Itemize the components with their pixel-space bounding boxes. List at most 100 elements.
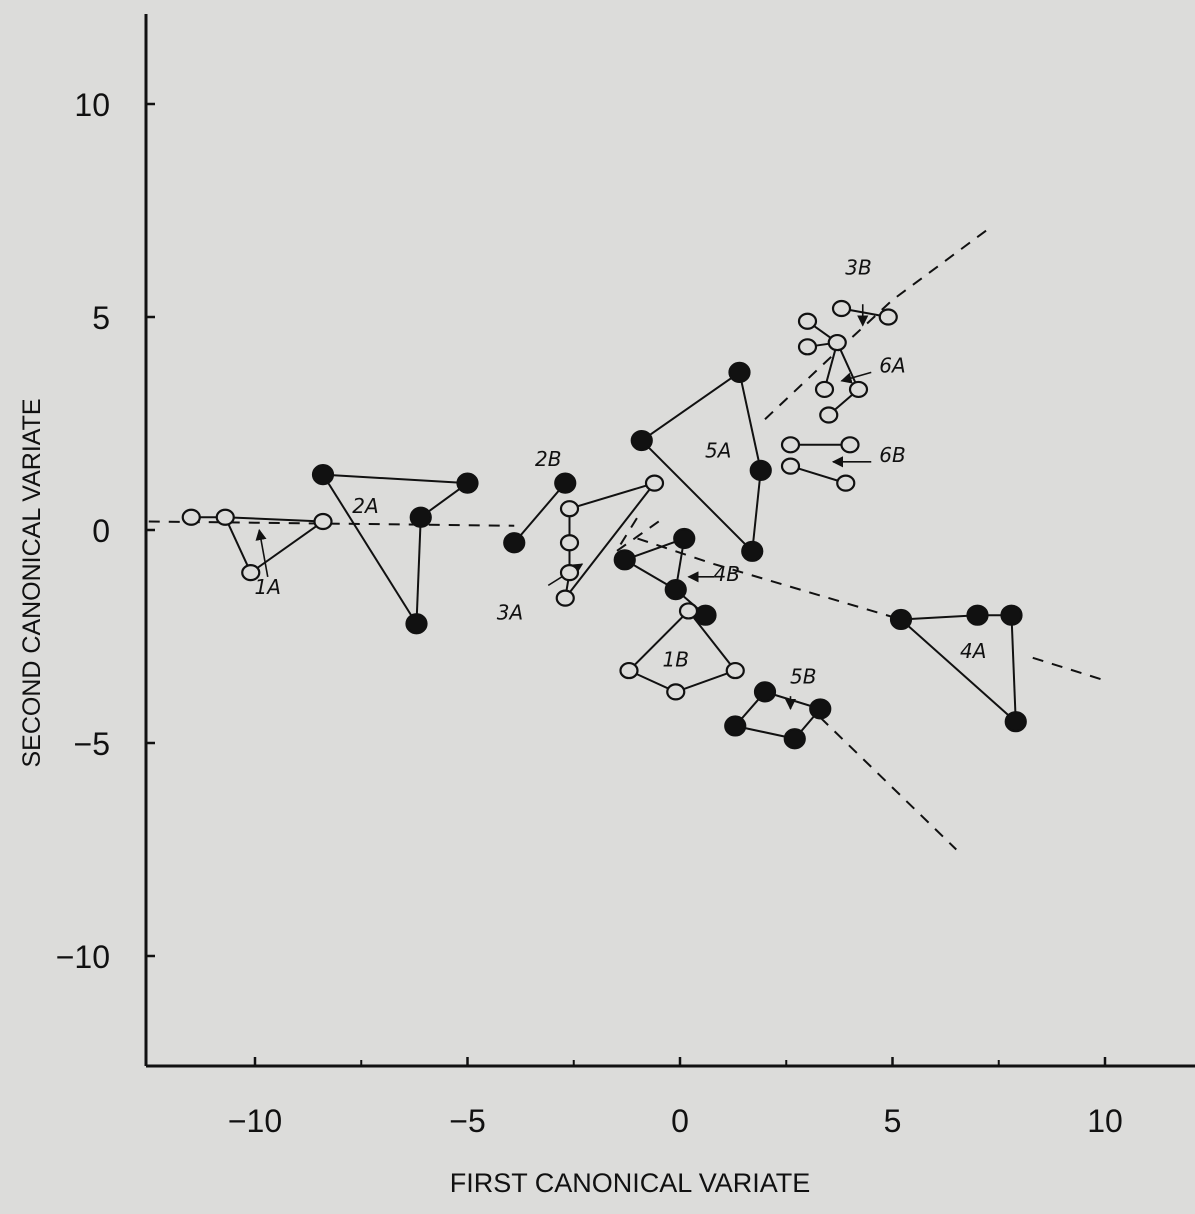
group-4a-edge bbox=[1010, 615, 1017, 722]
group-1a-point bbox=[241, 563, 261, 582]
group-1a-point bbox=[215, 508, 235, 526]
group-1b-point bbox=[678, 602, 699, 620]
group-6a-arrow bbox=[840, 371, 872, 384]
group-3a-point bbox=[559, 534, 580, 552]
dashed-boundary-line bbox=[764, 226, 991, 420]
group-2a-point bbox=[456, 472, 479, 494]
group-2a-edge bbox=[322, 474, 418, 625]
group-2a-edge bbox=[415, 517, 422, 624]
axes bbox=[144, 14, 1195, 1068]
group-2b-point bbox=[554, 472, 577, 494]
group-3b-point bbox=[878, 308, 898, 326]
group-1b-point bbox=[619, 661, 639, 680]
group-6a-point bbox=[848, 380, 869, 399]
group-4b-label: 4B bbox=[714, 562, 740, 586]
group-5a-point bbox=[741, 540, 764, 562]
group-1a-edge bbox=[224, 516, 252, 574]
dashed-boundary-line bbox=[819, 716, 957, 851]
group-4b-point bbox=[694, 604, 717, 626]
group-5b-point bbox=[724, 715, 747, 737]
group-5a-point bbox=[749, 459, 772, 481]
dashed-boundary-line bbox=[1032, 656, 1102, 681]
y-tick-label: 10 bbox=[74, 87, 110, 123]
group-2a-point bbox=[405, 613, 428, 635]
group-3a-point bbox=[559, 563, 580, 582]
group-6a-point bbox=[797, 312, 818, 330]
group-1a-edge bbox=[250, 520, 324, 574]
group-5b-label: 5B bbox=[790, 664, 816, 688]
y-tick-label: −10 bbox=[56, 939, 110, 975]
group-2a-edge bbox=[322, 473, 468, 485]
group-4a-point bbox=[1000, 604, 1023, 626]
group-3a-edge bbox=[564, 482, 656, 599]
group-4b-point bbox=[664, 579, 687, 601]
group-3a-point bbox=[555, 589, 575, 607]
group-2a-point bbox=[311, 464, 335, 486]
group-5b-point bbox=[753, 681, 777, 703]
x-tick-label: 10 bbox=[1087, 1103, 1123, 1139]
group-1b-label: 1B bbox=[663, 647, 689, 671]
group-5a-outline bbox=[640, 370, 762, 554]
group-1a-point bbox=[181, 508, 201, 526]
x-tick-label: 0 bbox=[671, 1103, 689, 1139]
group-4b-point bbox=[673, 527, 696, 550]
group-3a-point bbox=[559, 500, 580, 518]
group-6b-point bbox=[836, 474, 856, 492]
group-6a-point bbox=[819, 406, 839, 424]
group-6b-label: 6B bbox=[879, 443, 905, 467]
group-2b-point bbox=[503, 532, 526, 554]
y-tick-label: 5 bbox=[92, 300, 110, 336]
y-tick-label: −5 bbox=[74, 726, 110, 762]
group-2a-label: 2A bbox=[352, 494, 378, 518]
group-4a-point bbox=[966, 604, 989, 626]
group-3b-point bbox=[831, 299, 852, 318]
group-3a-label: 3A bbox=[497, 600, 523, 624]
group-1a-label: 1A bbox=[255, 575, 281, 599]
group-1b-point bbox=[725, 661, 745, 680]
group-1a-point bbox=[313, 512, 333, 531]
data-points bbox=[181, 299, 1027, 750]
group-5a-label: 5A bbox=[705, 439, 731, 463]
group-1a-arrow bbox=[255, 528, 269, 578]
group-6b-edge bbox=[790, 465, 847, 485]
group-6b-point bbox=[780, 457, 801, 475]
x-axis-label: FIRST CANONICAL VARIATE bbox=[450, 1168, 811, 1198]
group-5b-outline bbox=[733, 690, 822, 740]
group-2a-point bbox=[409, 506, 432, 528]
group-2b-edge bbox=[513, 482, 567, 544]
x-tick-label: 5 bbox=[884, 1103, 902, 1139]
group-3a-edge bbox=[569, 482, 655, 510]
group-4a-edge bbox=[900, 618, 1017, 723]
group-6a-label: 6A bbox=[879, 353, 905, 377]
group-2b-label: 2B bbox=[535, 447, 561, 471]
tick-labels: −10 −5 0 5 10 −10 −5 0 5 10 bbox=[56, 87, 1123, 1139]
label-arrows bbox=[255, 304, 872, 711]
dashed-boundary-line bbox=[615, 516, 660, 553]
group-5a-point bbox=[728, 361, 751, 383]
group-5b-point bbox=[809, 698, 832, 720]
x-tick-label: −5 bbox=[449, 1103, 485, 1139]
group-4a-edge bbox=[900, 614, 978, 621]
group-4a-label: 4A bbox=[960, 639, 986, 663]
group-labels: 1A 2A 2B 3A 5A 4B 1B 5B 4A 3B 6A 6B bbox=[255, 255, 987, 688]
group-5b-point bbox=[783, 728, 806, 750]
group-4b-point bbox=[613, 549, 636, 571]
y-axis-label: SECOND CANONICAL VARIATE bbox=[18, 398, 46, 767]
group-6a-point bbox=[827, 333, 847, 352]
group-5a-point bbox=[630, 429, 653, 452]
dashed-boundaries bbox=[148, 226, 1102, 851]
group-6a-point bbox=[814, 380, 835, 399]
group-4a-point bbox=[1004, 711, 1027, 733]
group-3a-point bbox=[644, 474, 665, 492]
group-6a-point bbox=[797, 338, 818, 356]
group-6b-point bbox=[780, 436, 801, 454]
y-tick-label: 0 bbox=[92, 513, 110, 549]
group-1b-point bbox=[666, 683, 686, 701]
x-tick-label: −10 bbox=[228, 1103, 282, 1139]
group-4a-point bbox=[889, 608, 913, 631]
group-6b-point bbox=[840, 436, 860, 454]
group-3b-label: 3B bbox=[845, 255, 871, 279]
group-1a-edge bbox=[225, 516, 324, 523]
